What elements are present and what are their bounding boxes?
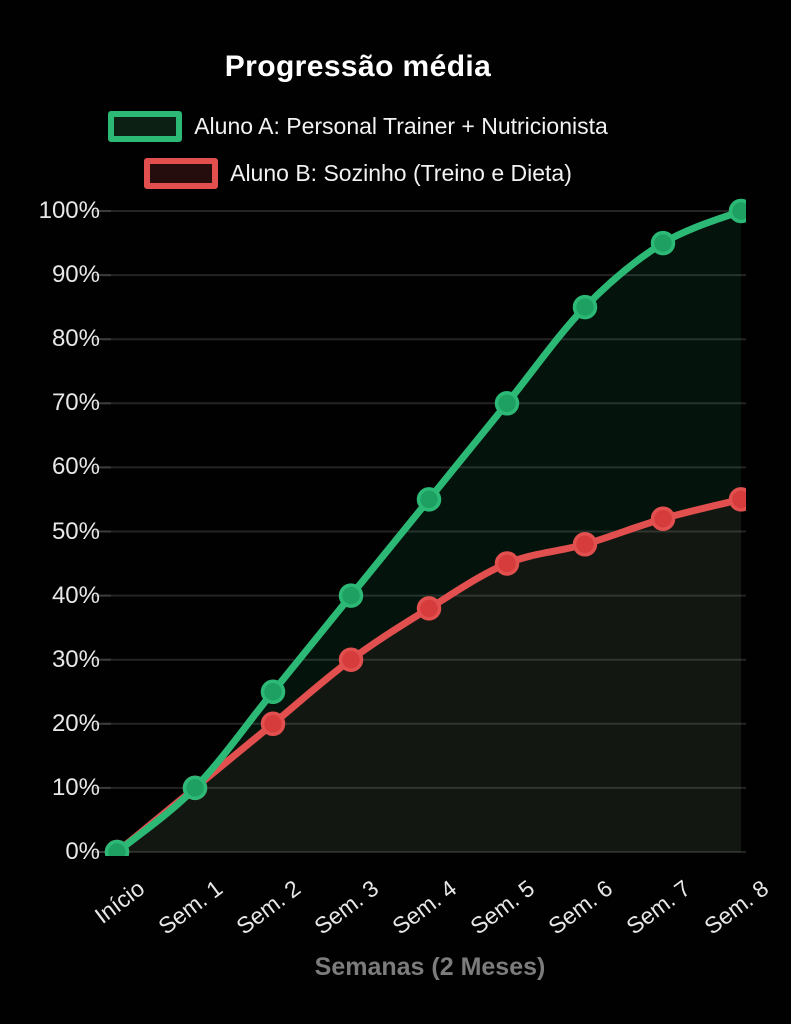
data-point-aluno-b bbox=[650, 506, 676, 531]
y-axis-tick-label: 40% bbox=[51, 581, 100, 609]
plot-area bbox=[104, 198, 746, 856]
y-axis-tick-label: 90% bbox=[51, 261, 100, 289]
series-area-aluno-b bbox=[117, 499, 741, 852]
data-point-aluno-b bbox=[416, 596, 442, 621]
data-point-aluno-a bbox=[260, 679, 286, 705]
y-axis-tick-label: 80% bbox=[51, 325, 100, 353]
data-point-aluno-a bbox=[104, 839, 130, 856]
y-axis-tick-label: 0% bbox=[65, 838, 100, 865]
data-point-aluno-a bbox=[416, 487, 442, 512]
data-point-aluno-b bbox=[494, 551, 520, 576]
y-axis-tick-label: 60% bbox=[51, 453, 100, 481]
data-point-aluno-a bbox=[182, 775, 208, 801]
y-axis-tick-label: 20% bbox=[51, 709, 100, 737]
legend-swatch-aluno-a bbox=[108, 111, 183, 142]
data-point-aluno-a bbox=[650, 230, 676, 256]
data-point-aluno-b bbox=[260, 711, 286, 737]
data-point-aluno-a bbox=[572, 294, 598, 320]
legend-item-aluno-b: Aluno B: Sozinho (Treino e Dieta) bbox=[144, 158, 572, 189]
data-point-aluno-b bbox=[728, 487, 746, 512]
series-area-aluno-a bbox=[117, 211, 741, 852]
y-axis-tick-label: 100% bbox=[38, 197, 100, 224]
legend: Aluno A: Personal Trainer + Nutricionist… bbox=[0, 111, 716, 189]
x-axis-title: Semanas (2 Meses) bbox=[314, 953, 546, 981]
y-axis-tick-label: 50% bbox=[51, 517, 100, 545]
legend-item-aluno-a: Aluno A: Personal Trainer + Nutricionist… bbox=[108, 111, 608, 142]
data-point-aluno-a bbox=[338, 583, 364, 608]
legend-swatch-aluno-b bbox=[144, 158, 219, 189]
y-axis-tick-label: 70% bbox=[51, 389, 100, 417]
data-point-aluno-a bbox=[494, 391, 520, 416]
data-point-aluno-a bbox=[728, 198, 746, 224]
chart-header: Progressão média Aluno A: Personal Train… bbox=[0, 0, 716, 189]
data-point-aluno-b bbox=[572, 532, 598, 557]
y-axis-tick-label: 30% bbox=[51, 645, 100, 673]
legend-label-aluno-b: Aluno B: Sozinho (Treino e Dieta) bbox=[230, 160, 572, 186]
data-point-aluno-b bbox=[338, 647, 364, 672]
legend-label-aluno-a: Aluno A: Personal Trainer + Nutricionist… bbox=[194, 113, 608, 139]
chart-title: Progressão média bbox=[224, 50, 492, 83]
y-axis-tick-label: 10% bbox=[51, 773, 100, 801]
